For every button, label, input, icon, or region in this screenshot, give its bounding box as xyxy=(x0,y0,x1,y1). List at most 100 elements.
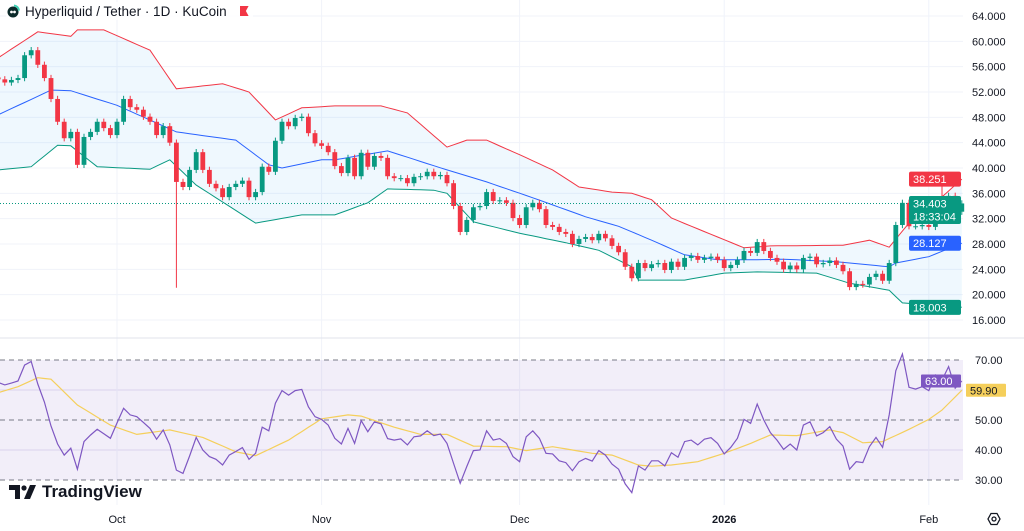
rsi-axis-label: 40.00 xyxy=(975,445,1003,457)
candle xyxy=(312,130,318,147)
candle-body xyxy=(94,121,100,132)
candle xyxy=(134,104,140,113)
candle-body xyxy=(160,126,166,136)
candle xyxy=(688,252,694,262)
tradingview-logo[interactable]: TradingView xyxy=(9,482,142,502)
candle xyxy=(517,214,522,229)
candle xyxy=(48,74,54,103)
candle xyxy=(853,280,859,291)
candle-body xyxy=(715,256,720,260)
candle-body xyxy=(253,192,258,198)
candle-body xyxy=(669,261,674,270)
candle-body xyxy=(867,276,872,285)
candle-body xyxy=(774,257,780,262)
candle-body xyxy=(556,226,562,232)
candle xyxy=(246,177,252,201)
candle xyxy=(147,113,153,125)
price-axis-label: 16.000 xyxy=(972,315,1006,327)
candle xyxy=(372,152,377,170)
candle xyxy=(259,163,265,196)
candle xyxy=(814,253,819,268)
candle xyxy=(576,235,582,248)
candle-body xyxy=(88,131,93,137)
candle xyxy=(768,247,773,262)
candle xyxy=(345,154,351,177)
candle-body xyxy=(200,152,206,170)
candle-body xyxy=(537,202,542,210)
time-axis-label: Dec xyxy=(510,514,530,526)
symbol-title: Hyperliquid / Tether · 1D · KuCoin xyxy=(25,3,227,19)
candle-body xyxy=(794,265,800,270)
price-tag-bg xyxy=(909,171,961,187)
candle xyxy=(570,230,575,248)
candle-body xyxy=(273,140,278,172)
candle-body xyxy=(721,259,727,269)
candle-body xyxy=(682,257,687,267)
candle-body xyxy=(180,181,186,187)
price-tag: 38.251 xyxy=(909,171,961,187)
candle-body xyxy=(42,64,47,79)
candle xyxy=(273,137,278,175)
candle-body xyxy=(748,250,753,253)
candle xyxy=(68,128,74,142)
rsi-tag-label: 63.00 xyxy=(925,376,953,388)
candle xyxy=(240,177,245,187)
red-flag-icon[interactable] xyxy=(239,6,249,16)
candle xyxy=(0,77,1,80)
candle-body xyxy=(768,250,773,258)
candle xyxy=(154,118,159,139)
candle-body xyxy=(345,157,351,174)
tradingview-logo-icon xyxy=(9,485,36,499)
symbol-header[interactable]: Hyperliquid / Tether · 1D · KuCoin xyxy=(6,2,253,20)
candle-body xyxy=(603,233,608,239)
candle xyxy=(101,118,107,132)
candle-body xyxy=(457,206,463,232)
candle xyxy=(880,270,885,284)
candle xyxy=(266,163,272,175)
hyperliquid-logo-icon xyxy=(6,4,20,18)
candle-body xyxy=(900,202,905,225)
candle-body xyxy=(312,133,318,144)
candle xyxy=(583,233,588,243)
candle-body xyxy=(662,263,668,270)
candle-body xyxy=(754,242,760,253)
candle xyxy=(306,113,311,137)
candle xyxy=(807,253,813,262)
rsi-tag-bg xyxy=(921,374,961,388)
candle-body xyxy=(411,176,417,184)
rsi-axis-label: 30.00 xyxy=(975,475,1003,487)
candle-body xyxy=(497,200,503,202)
candle-body xyxy=(193,152,199,170)
candle xyxy=(457,202,463,236)
candle xyxy=(781,258,786,273)
candle-body xyxy=(596,233,602,241)
candle-body xyxy=(820,263,826,265)
gear-icon[interactable] xyxy=(987,512,1001,526)
candle xyxy=(81,133,87,168)
candle xyxy=(424,168,430,180)
candle xyxy=(589,233,595,244)
candle-body xyxy=(339,166,344,174)
candle xyxy=(616,242,621,256)
candle-body xyxy=(424,171,430,177)
candle xyxy=(695,252,701,263)
candle xyxy=(352,154,357,180)
price-tag: 28.127 xyxy=(909,235,961,251)
price-axis-label: 56.000 xyxy=(972,62,1006,74)
candle-body xyxy=(15,78,21,80)
candle-body xyxy=(834,260,839,265)
candle-body xyxy=(418,176,423,178)
tradingview-logo-text: TradingView xyxy=(42,482,142,501)
candle-body xyxy=(114,121,120,136)
candle xyxy=(787,262,793,273)
candle-body xyxy=(372,155,377,167)
candle-body xyxy=(576,238,582,244)
candle xyxy=(537,199,542,213)
candle-body xyxy=(655,263,661,265)
candle-body xyxy=(279,121,285,141)
candle-body xyxy=(438,174,443,177)
candle xyxy=(840,261,846,275)
candle-body xyxy=(385,157,390,177)
candle xyxy=(754,238,760,257)
